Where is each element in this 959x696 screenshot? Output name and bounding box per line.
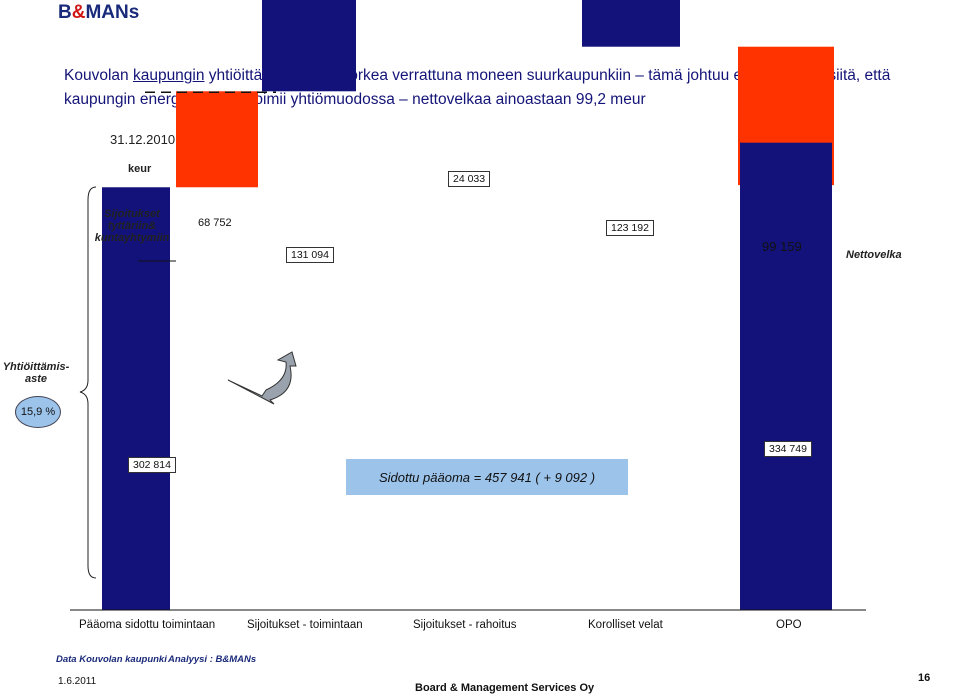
category-label-0: Pääoma sidottu toimintaan — [79, 619, 216, 631]
chart-date: 31.12.2010 — [110, 132, 176, 147]
annotation-sijoitukset: Sijoitukset tyttäriin& kuntayhtymiin — [94, 208, 170, 244]
category-label-1: Sijoitukset - toimintaan — [247, 619, 363, 631]
bar-4 — [582, 0, 680, 47]
value-label-302814: 302 814 — [128, 457, 176, 473]
bar-6 — [740, 142, 832, 610]
value-label-24033: 24 033 — [448, 171, 491, 187]
value-label-131094: 131 094 — [286, 247, 334, 263]
annotation-yhtiot: Yhtiöittämis-aste — [2, 361, 70, 385]
footer-source-data: Data Kouvolan kaupunki — [56, 654, 167, 665]
unit-label: keur — [128, 163, 152, 175]
category-label-2: Sijoitukset - rahoitus — [413, 619, 517, 631]
yhtiot-value-badge: 15,9 % — [15, 396, 61, 428]
bar-1 — [176, 91, 258, 188]
yhtiot-bracket — [79, 186, 97, 579]
brand-logo: B&MANs — [58, 2, 140, 23]
category-label-4: OPO — [776, 619, 802, 631]
curved-arrow-icon — [227, 351, 297, 405]
footer-company: Board & Management Services Oy — [415, 682, 595, 694]
title-link[interactable]: kaupungin — [132, 67, 205, 84]
value-label-68752: 68 752 — [198, 217, 232, 229]
value-label-123192: 123 192 — [606, 220, 654, 236]
annotation-nettovelka: Nettovelka — [846, 249, 902, 261]
value-label-99159: 99 159 — [762, 239, 802, 254]
value-label-334749: 334 749 — [764, 441, 812, 457]
footer-source-analysis: Analyysi : B&MANs — [168, 654, 257, 665]
category-label-3: Korolliset velat — [588, 619, 663, 631]
footer-date: 1.6.2011 — [58, 676, 97, 687]
page-number: 16 — [918, 672, 931, 684]
bar-2 — [262, 0, 356, 92]
bar-0 — [102, 187, 170, 610]
sidottu-paaoma-box: Sidottu pääoma = 457 941 ( + 9 092 ) — [346, 459, 628, 495]
